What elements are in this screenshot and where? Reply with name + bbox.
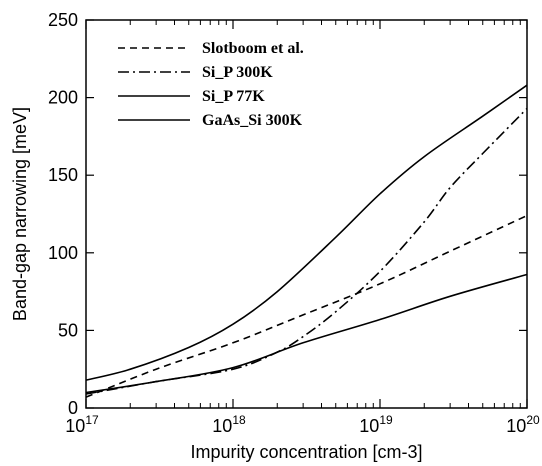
- legend-label: Slotboom et al.: [202, 40, 304, 57]
- x-tick-label: 1019: [359, 413, 393, 436]
- y-tick-label: 250: [48, 10, 78, 30]
- series-line-slotboom-et-al: [85, 214, 528, 398]
- y-tick-label: 200: [48, 88, 78, 108]
- plot-frame: [85, 19, 528, 409]
- legend-label: GaAs_Si 300K: [202, 112, 303, 129]
- y-axis-title: Band-gap narrowing [meV]: [10, 107, 30, 321]
- series-line-gaas-si-300k: [85, 273, 528, 394]
- x-tick-label: 1017: [65, 413, 99, 436]
- legend-label: Si_P 300K: [202, 64, 273, 81]
- y-tick-label: 150: [48, 165, 78, 185]
- axes: 0 50 100 150 200 250 1017 1018 1019 1020: [48, 10, 540, 436]
- series-line-si-p-300k: [85, 107, 528, 395]
- y-tick-label: 0: [68, 398, 78, 418]
- y-tick-label: 100: [48, 243, 78, 263]
- x-tick-label: 1020: [506, 413, 540, 436]
- x-tick-label: 1018: [212, 413, 246, 436]
- legend: Slotboom et al. Si_P 300K Si_P 77K GaAs_Si …: [118, 40, 304, 129]
- series-line-si-p-77k: [85, 84, 528, 381]
- x-axis-title: Impurity concentration [cm-3]: [190, 442, 422, 462]
- legend-label: Si_P 77K: [202, 88, 265, 105]
- series-layer: [85, 84, 528, 398]
- y-tick-label: 50: [58, 320, 78, 340]
